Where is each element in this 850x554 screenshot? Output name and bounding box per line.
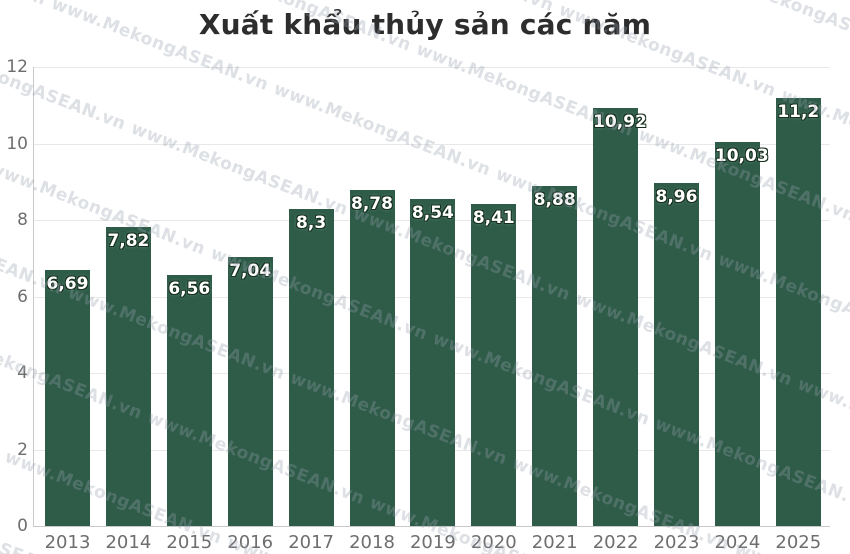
bar-2015: 6,56: [166, 275, 212, 526]
bar-2022: 10,92: [593, 108, 647, 526]
bar-2019: 8,54: [410, 199, 456, 526]
y-gridline: [33, 143, 830, 145]
bar-value-label: 8,96: [655, 187, 698, 208]
bar-2020: 8,41: [471, 204, 517, 526]
bar-value-label: 7,82: [107, 230, 150, 251]
bar-value-label: 6,69: [46, 274, 89, 295]
bar-value-label: 11,2: [777, 101, 820, 122]
x-tick-label: 2025: [775, 532, 822, 553]
bar-value-label: 8,78: [351, 194, 393, 215]
y-tick-label: 0: [17, 516, 28, 536]
bar-value-label: 10,03: [714, 146, 769, 167]
x-tick-label: 2014: [105, 532, 152, 553]
y-axis-line: [33, 67, 34, 526]
y-tick-label: 4: [17, 363, 28, 383]
bar-value-label: 7,04: [229, 260, 272, 281]
x-tick-label: 2024: [714, 532, 761, 553]
bar-value-label: 8,54: [411, 203, 454, 224]
watermark-text: www.MekongASEAN.vn: [0, 33, 129, 135]
y-tick-label: 12: [6, 57, 28, 77]
bar-2025: 11,2: [775, 97, 821, 526]
y-tick-label: 8: [17, 210, 28, 230]
x-axis-line: [33, 526, 830, 527]
bar-value-label: 8,3: [296, 212, 327, 233]
x-tick-label: 2017: [288, 532, 334, 553]
y-tick-label: 10: [6, 133, 28, 154]
bar-2013: 6,69: [45, 270, 90, 526]
bar-2023: 8,96: [654, 183, 699, 526]
x-tick-label: 2013: [44, 532, 91, 553]
bar-2016: 7,04: [227, 256, 273, 526]
x-tick-label: 2019: [409, 532, 456, 553]
y-tick-label: 6: [17, 286, 28, 307]
bar-value-label: 8,41: [472, 208, 515, 229]
bar-value-label: 8,88: [533, 190, 576, 211]
y-tick-label: 2: [17, 439, 28, 460]
x-tick-label: 2015: [166, 532, 213, 553]
bar-2017: 8,3: [288, 208, 334, 526]
bar-2024: 10,03: [714, 142, 769, 526]
x-tick-label: 2022: [592, 532, 639, 553]
bar-2018: 8,78: [349, 190, 395, 526]
x-tick-label: 2016: [227, 532, 274, 553]
y-gridline: [33, 67, 830, 68]
bar-2021: 8,88: [532, 186, 578, 526]
bar-value-label: 6,56: [168, 279, 211, 300]
watermark-text: www.MekongASEAN.vn: [270, 79, 494, 181]
x-tick-label: 2020: [470, 532, 517, 553]
bar-2014: 7,82: [105, 226, 151, 526]
x-tick-label: 2023: [653, 532, 700, 553]
chart-title: Xuất khẩu thủy sản các năm: [198, 8, 652, 41]
x-tick-label: 2018: [349, 532, 395, 553]
x-tick-label: 2021: [531, 532, 578, 553]
bar-value-label: 10,92: [593, 112, 647, 133]
watermark-text: www.MekongASEAN.vn: [128, 118, 351, 220]
